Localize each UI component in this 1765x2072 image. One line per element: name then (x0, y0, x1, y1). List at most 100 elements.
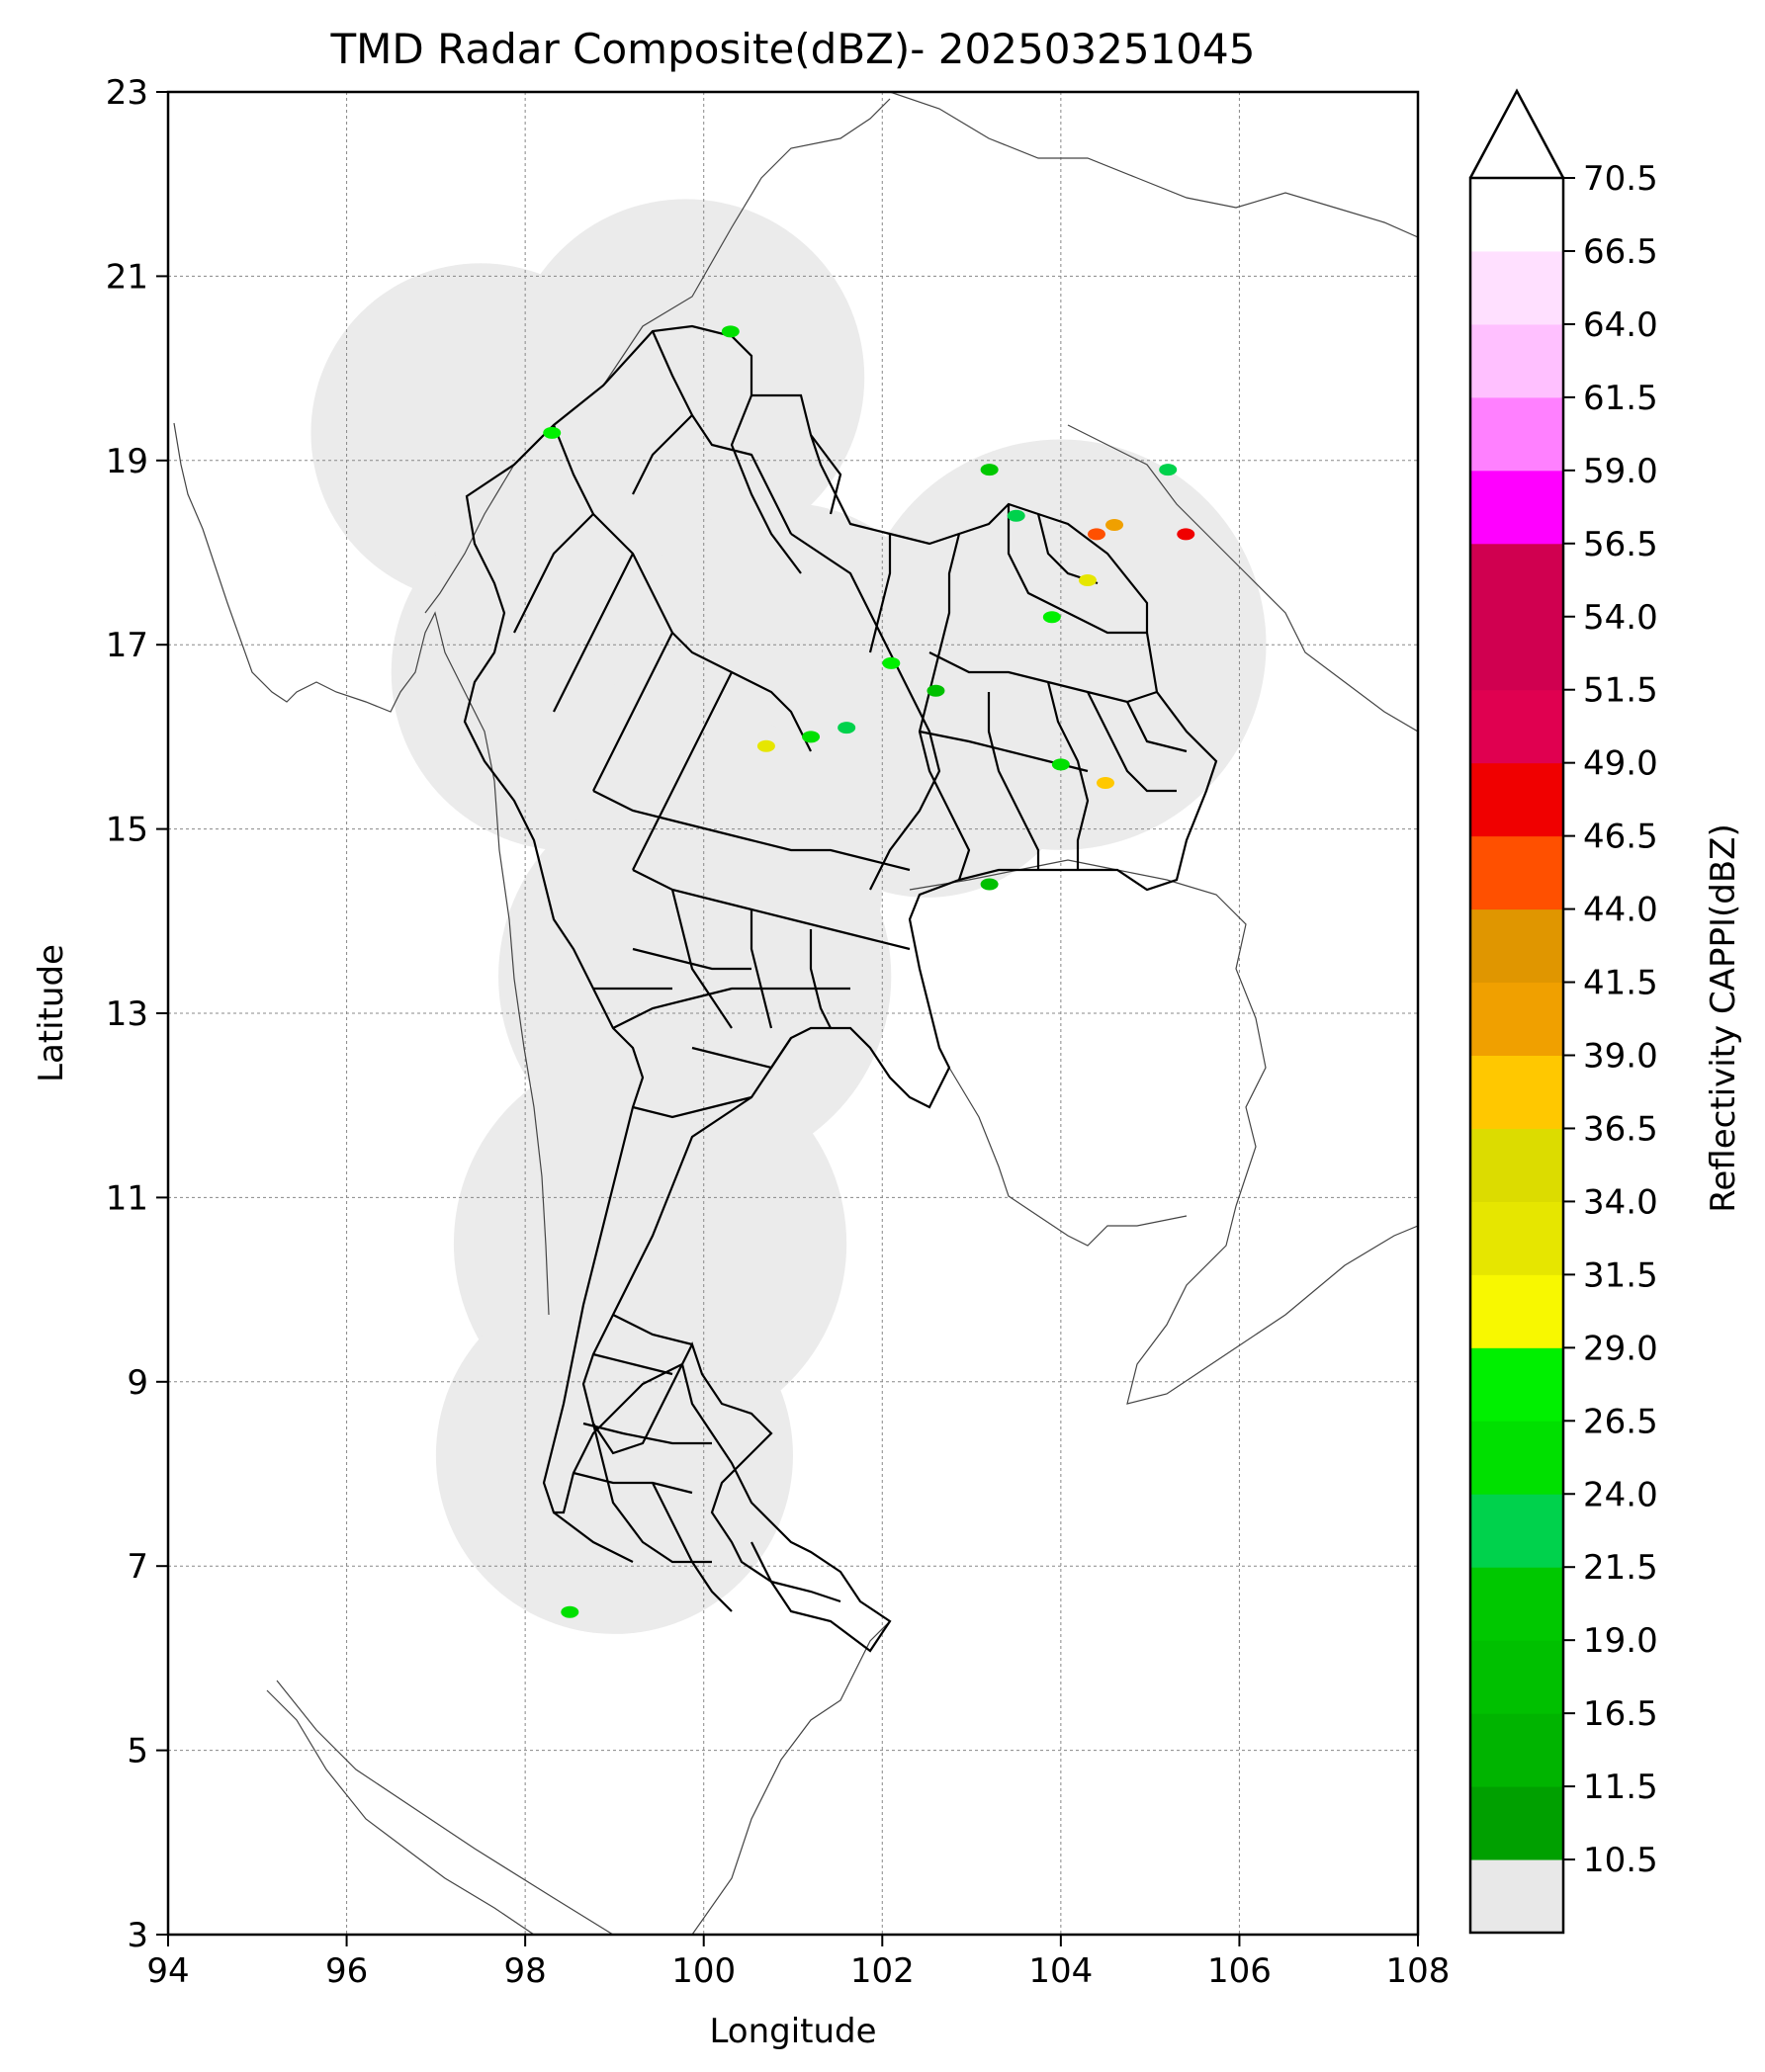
y-tick-label: 13 (106, 994, 148, 1034)
colorbar-tick-label: 26.5 (1583, 1402, 1658, 1441)
colorbar-band (1470, 1421, 1563, 1495)
colorbar-tick-label: 11.5 (1583, 1768, 1658, 1807)
colorbar-tick-label: 36.5 (1583, 1109, 1658, 1149)
colorbar-tick-label: 54.0 (1583, 598, 1658, 638)
thailand-outline (463, 324, 1218, 1653)
radar-echoes (543, 325, 1195, 1618)
map-title: TMD Radar Composite(dBZ)- 202503251045 (330, 25, 1256, 73)
y-tick-label: 15 (106, 811, 148, 850)
y-axis: 23 21 19 17 15 13 11 9 7 5 3 (106, 73, 168, 1955)
y-axis-label: Latitude (32, 944, 71, 1082)
colorbar-band (1470, 250, 1563, 325)
colorbar-band (1470, 689, 1563, 764)
colorbar-tick-label: 39.0 (1583, 1037, 1658, 1077)
colorbar: 70.5 66.5 64.0 61.5 59.0 56.5 54.0 51.5 49.0 46.5… (1468, 88, 1658, 1935)
colorbar-tick-label: 21.5 (1583, 1548, 1658, 1588)
malaysia-coastline (266, 1620, 891, 1935)
radar-echo (882, 656, 901, 669)
colorbar-band (1470, 543, 1563, 618)
colorbar-tick-label: 64.0 (1583, 305, 1658, 345)
colorbar-tick-label: 34.0 (1583, 1182, 1658, 1222)
province-lines-northeast (868, 504, 1188, 881)
colorbar-tick-label: 24.0 (1583, 1475, 1658, 1514)
x-axis: 94 96 98 100 102 104 106 108 (146, 1935, 1450, 1991)
radar-echo (927, 684, 945, 697)
radar-echo (980, 464, 999, 476)
radar-echo (1177, 528, 1195, 541)
y-tick-label: 17 (106, 626, 148, 665)
y-tick-label: 9 (127, 1363, 148, 1403)
x-tick-label: 100 (671, 1951, 736, 1991)
radar-echo (838, 722, 856, 734)
radar-echo (1159, 464, 1178, 476)
colorbar-band (1470, 1347, 1563, 1422)
radar-echo (1078, 573, 1097, 586)
colorbar-tick-label: 61.5 (1583, 379, 1658, 418)
colorbar-band (1470, 1128, 1563, 1202)
radar-echo (1087, 528, 1105, 541)
vietnam-coastline-south (1126, 1205, 1418, 1405)
colorbar-band (1470, 1274, 1563, 1348)
colorbar-band (1470, 616, 1563, 691)
radar-coverage-circle (435, 1276, 793, 1634)
colorbar-tick-label: 66.5 (1583, 232, 1658, 272)
myanmar-coastline (173, 422, 550, 1316)
colorbar-tick-label: 51.5 (1583, 671, 1658, 711)
province-lines-south (553, 1314, 841, 1612)
colorbar-tick-label: 10.5 (1583, 1841, 1658, 1880)
colorbar-band (1470, 178, 1563, 252)
colorbar-tick-label: 16.5 (1583, 1694, 1658, 1734)
sumatra-coast (276, 1680, 614, 1935)
x-axis-label: Longitude (709, 2012, 876, 2051)
x-tick-label: 108 (1386, 1951, 1451, 1991)
colorbar-tick-label: 29.0 (1583, 1329, 1658, 1368)
colorbar-band (1470, 762, 1563, 837)
plot-area: 94 96 98 100 102 104 106 108 23 21 19 17 15 13 11 9 7 5 3 (106, 73, 1451, 1991)
colorbar-band (1470, 835, 1563, 910)
x-tick-label: 96 (325, 1951, 368, 1991)
colorbar-band (1470, 1055, 1563, 1129)
radar-echo (543, 426, 562, 439)
y-tick-label: 19 (106, 442, 148, 481)
cambodia-coast (948, 1067, 1188, 1247)
radar-coverage-circle (507, 199, 865, 557)
y-tick-label: 5 (127, 1732, 148, 1771)
colorbar-band (1470, 396, 1563, 472)
laos-vietnam-border (1067, 424, 1418, 733)
radar-echo (1007, 509, 1025, 522)
y-tick-label: 11 (106, 1178, 148, 1218)
colorbar-tick-label: 44.0 (1583, 891, 1658, 930)
colorbar-band (1470, 1713, 1563, 1787)
radar-echo (1042, 611, 1061, 624)
y-tick-label: 21 (106, 257, 148, 297)
province-lines-north (513, 330, 941, 891)
colorbar-extend-arrow (1468, 88, 1565, 179)
colorbar-band (1470, 1859, 1563, 1934)
y-tick-label: 23 (106, 73, 148, 113)
colorbar-tick-label: 56.5 (1583, 525, 1658, 564)
colorbar-band (1470, 1567, 1563, 1641)
colorbar-band (1470, 470, 1563, 545)
colorbar-tick-label: 41.5 (1583, 964, 1658, 1003)
colorbar-band (1470, 908, 1563, 984)
radar-echo (980, 878, 999, 891)
radar-echo (1097, 777, 1114, 789)
thai-province-boundaries (463, 324, 1218, 1653)
x-tick-label: 94 (146, 1951, 189, 1991)
colorbar-tick-label: 46.5 (1583, 818, 1658, 857)
colorbar-band (1470, 1786, 1563, 1860)
cambodia-border (909, 859, 1267, 1207)
radar-echo (561, 1605, 579, 1618)
colorbar-band (1470, 323, 1563, 398)
colorbar-tick-label: 49.0 (1583, 744, 1658, 784)
radar-echo (721, 325, 740, 338)
colorbar-tick-label: 31.5 (1583, 1255, 1658, 1295)
y-tick-label: 7 (127, 1547, 148, 1587)
colorbar-label: Reflectivity CAPPI(dBZ) (1704, 823, 1743, 1212)
colorbar-band (1470, 1494, 1563, 1568)
colorbar-tick-label: 70.5 (1583, 159, 1658, 199)
laos-china-border (889, 92, 1418, 238)
province-lines-central (592, 790, 911, 1119)
colorbar-band (1470, 1201, 1563, 1275)
myanmar-thai-border-north (424, 98, 891, 614)
